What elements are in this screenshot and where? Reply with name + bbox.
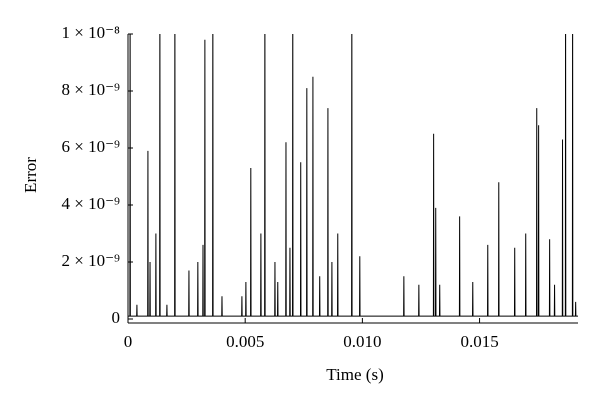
y-tick-label: 6 × 10⁻⁹ [62, 137, 121, 156]
y-tick-label: 1 × 10⁻⁸ [62, 23, 121, 42]
x-tick-label: 0.015 [460, 332, 498, 351]
error-line [128, 34, 578, 317]
x-axis-label: Time (s) [326, 365, 383, 384]
y-tick-label: 8 × 10⁻⁹ [62, 80, 121, 99]
y-tick-label: 0 [112, 308, 121, 327]
x-tick-label: 0.010 [343, 332, 381, 351]
x-tick-label: 0 [124, 332, 133, 351]
y-axis-label: Error [21, 157, 40, 193]
y-tick-label: 2 × 10⁻⁹ [62, 251, 121, 270]
x-tick-label: 0.005 [226, 332, 264, 351]
y-tick-label: 4 × 10⁻⁹ [62, 194, 121, 213]
